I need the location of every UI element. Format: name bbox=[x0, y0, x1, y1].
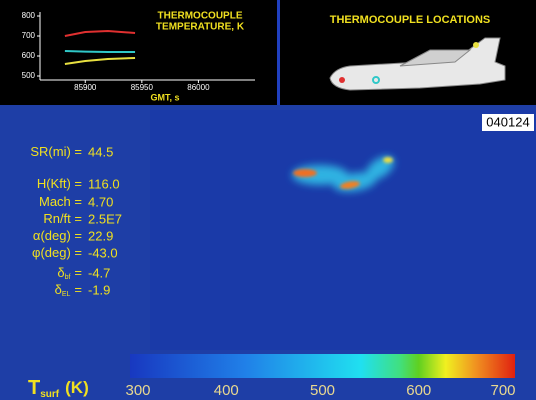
x-axis-label: GMT, s bbox=[150, 92, 179, 102]
x-tick-label: 85900 bbox=[74, 83, 97, 92]
readout-value: -43.0 bbox=[88, 245, 118, 260]
readout-value: 116.0 bbox=[88, 176, 120, 191]
readout-label: Rn/ft = bbox=[43, 211, 82, 226]
temperature-panel bbox=[0, 0, 277, 105]
readout-eq: = bbox=[74, 265, 82, 280]
colorbar-tick-label: 600 bbox=[406, 382, 431, 399]
frame-id-box bbox=[482, 114, 534, 131]
colorbar-sub: surf bbox=[40, 389, 60, 400]
colorbar-symbol: T bbox=[28, 377, 40, 399]
readout-value: 44.5 bbox=[88, 144, 113, 159]
chart-title: TEMPERATURE, K bbox=[156, 22, 245, 33]
series-line bbox=[64, 50, 136, 53]
shuttle-diagram bbox=[329, 37, 506, 91]
readout-label: δbf = bbox=[57, 265, 82, 280]
readout-label-text: δ bbox=[55, 282, 62, 297]
readout-value: 22.9 bbox=[88, 228, 113, 243]
y-tick-label: 700 bbox=[22, 31, 36, 40]
colorbar-tick-label: 500 bbox=[310, 382, 335, 399]
colorbar-unit: (K) bbox=[65, 378, 89, 397]
readout-label-text: α(deg) = bbox=[33, 228, 82, 243]
readout-label: φ(deg) = bbox=[32, 245, 82, 260]
colorbar-tick-label: 300 bbox=[125, 382, 150, 399]
chart-title: THERMOCOUPLE bbox=[158, 11, 243, 22]
readout-label: α(deg) = bbox=[33, 228, 82, 243]
x-tick-label: 85950 bbox=[131, 83, 154, 92]
readout-label: SR(mi) = bbox=[30, 144, 82, 159]
divider bbox=[277, 0, 280, 105]
readout-label: δEL = bbox=[55, 282, 82, 297]
readout-label: H(Kft) = bbox=[37, 176, 82, 191]
readout-value: -1.9 bbox=[88, 282, 110, 297]
colorbar bbox=[130, 354, 515, 378]
readout-value: 4.70 bbox=[88, 194, 113, 209]
heat-image bbox=[292, 156, 395, 192]
readout-sub: EL bbox=[62, 291, 71, 298]
y-tick-label: 800 bbox=[22, 11, 36, 20]
readout-label-text: δ bbox=[57, 265, 64, 280]
readout-label-text: H(Kft) = bbox=[37, 176, 82, 191]
readout-value: 2.5E7 bbox=[88, 211, 122, 226]
readout-label-text: SR(mi) = bbox=[30, 144, 82, 159]
series-line bbox=[64, 29, 136, 37]
image-area bbox=[150, 110, 536, 350]
colorbar-tick-label: 400 bbox=[214, 382, 239, 399]
readout-sub: bf bbox=[65, 274, 71, 281]
locations-title: THERMOCOUPLE LOCATIONS bbox=[330, 14, 491, 26]
colorbar-tick-label: 700 bbox=[490, 382, 515, 399]
readout-label-text: φ(deg) = bbox=[32, 245, 82, 260]
readout-label: Mach = bbox=[39, 194, 82, 209]
x-tick-label: 86000 bbox=[187, 83, 210, 92]
readout-eq: = bbox=[74, 282, 82, 297]
readout-label-text: Mach = bbox=[39, 194, 82, 209]
frame-id: 040124 bbox=[486, 114, 529, 129]
y-tick-label: 500 bbox=[22, 71, 36, 80]
readout-value: -4.7 bbox=[88, 265, 110, 280]
colorbar-label: Tsurf (K) bbox=[28, 377, 89, 399]
series-line bbox=[64, 57, 136, 65]
readout-label-text: Rn/ft = bbox=[43, 211, 82, 226]
y-tick-label: 600 bbox=[22, 51, 36, 60]
